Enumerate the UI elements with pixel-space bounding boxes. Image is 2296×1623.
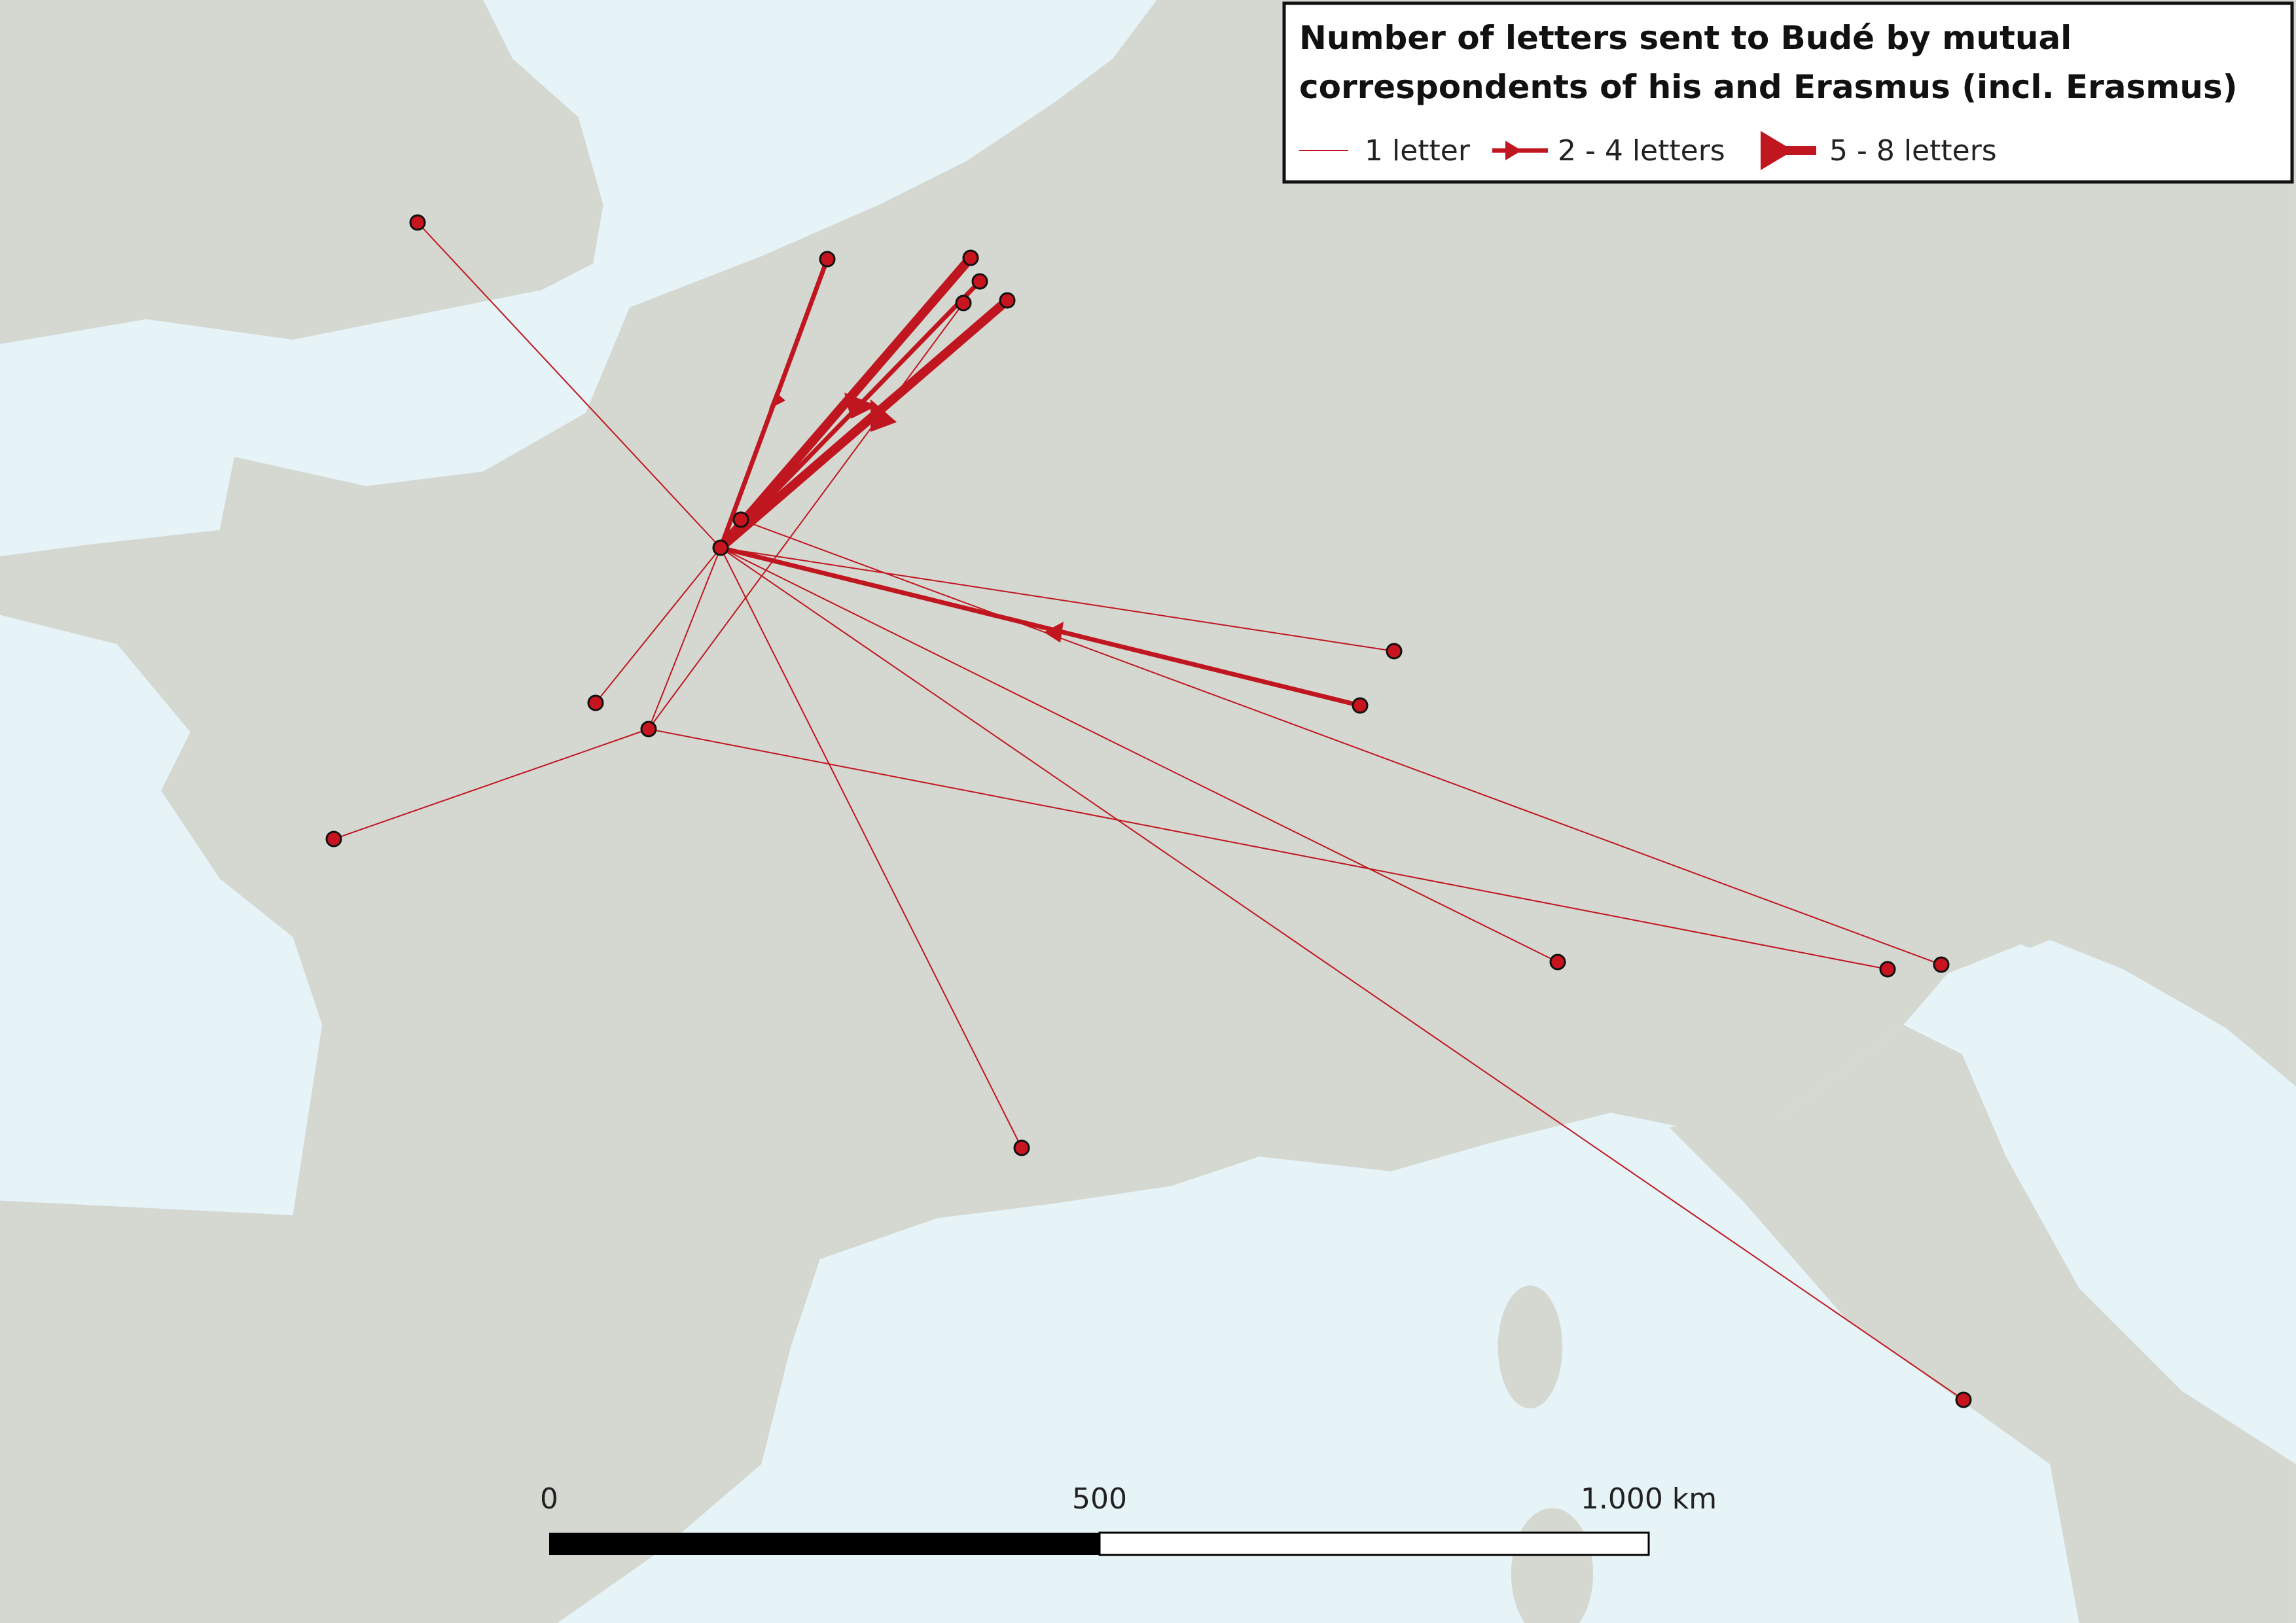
flow: [720, 547, 1964, 1400]
place: [1879, 961, 1896, 978]
legend-label: 2 - 4 letters: [1558, 134, 1725, 168]
scale-segment: [549, 1533, 1100, 1555]
flow: [333, 728, 649, 840]
place: [640, 721, 657, 738]
flow: [648, 547, 721, 730]
scale-bar: 0 500 1.000 km: [540, 1482, 1717, 1556]
place: [819, 251, 836, 268]
place: [587, 694, 604, 711]
place: [1955, 1391, 1972, 1408]
place: [955, 294, 972, 312]
place: [999, 292, 1016, 309]
flow: [718, 545, 1363, 708]
place: [712, 539, 729, 556]
flow: [720, 547, 1558, 963]
place: [1549, 954, 1566, 971]
place: [1013, 1139, 1030, 1156]
arrowhead: [1044, 622, 1064, 643]
place: [1386, 643, 1403, 660]
flows: [333, 222, 1964, 1400]
place: [409, 214, 426, 231]
arrowheads: [769, 392, 1064, 643]
flow: [648, 302, 964, 730]
place: [1352, 697, 1369, 714]
land-britain: [0, 0, 603, 344]
place: [325, 830, 342, 847]
scale-label: 1.000 km: [1581, 1482, 1717, 1516]
place: [732, 511, 749, 528]
place: [962, 249, 979, 266]
arrowhead: [769, 392, 785, 409]
flow: [720, 547, 1395, 652]
flow: [417, 222, 721, 548]
legend-arrow: [1505, 141, 1522, 160]
land-italy: [1669, 1025, 2296, 1623]
flow: [595, 547, 721, 704]
legend-arrow: [1761, 131, 1793, 170]
arrowhead: [870, 399, 897, 432]
flow: [740, 519, 1942, 965]
flow: [648, 728, 1888, 970]
corsica: [1498, 1285, 1563, 1409]
legend-label: 1 letter: [1365, 134, 1471, 168]
scale-segment: [1098, 1531, 1650, 1556]
arrowhead: [844, 393, 877, 419]
place: [1933, 956, 1950, 973]
legend-label: 5 - 8 letters: [1829, 134, 1997, 168]
flow: [720, 547, 1022, 1149]
places: [325, 214, 1972, 1408]
legend-title: correspondents of his and Erasmus (incl.…: [1299, 68, 2238, 106]
flows-1-letter: [333, 222, 1964, 1400]
flow: [716, 253, 975, 552]
sea-adriatic: [1954, 940, 2296, 1201]
place: [971, 273, 988, 290]
legend-title: Number of letters sent to Budé by mutual: [1299, 19, 2072, 57]
legend: Number of letters sent to Budé by mutual…: [1282, 1, 2294, 184]
scale-label: 500: [1072, 1482, 1127, 1516]
scale-label: 0: [540, 1482, 558, 1516]
flows-5-8-letters: [716, 253, 1012, 552]
flow: [716, 296, 1012, 552]
